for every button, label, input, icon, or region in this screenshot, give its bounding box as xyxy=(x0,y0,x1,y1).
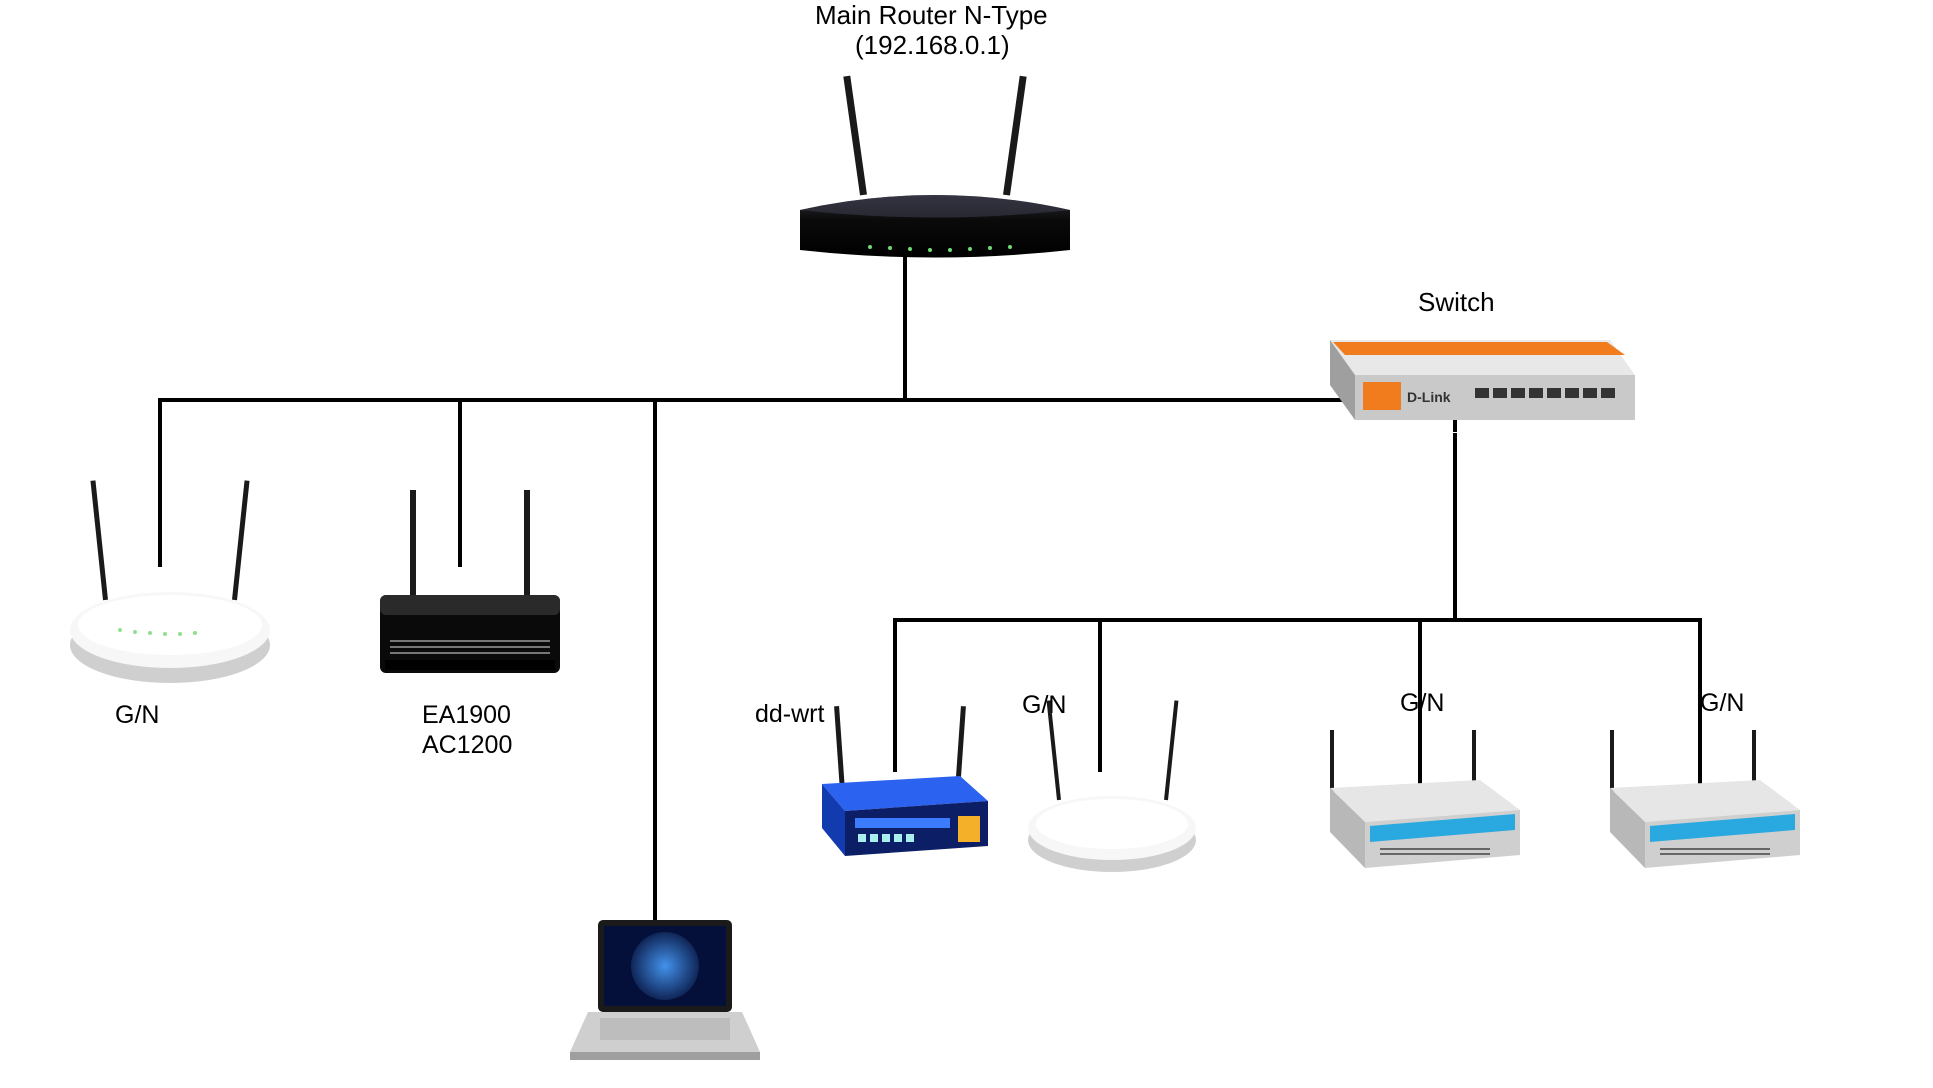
ea1900-router-icon xyxy=(365,490,575,695)
gn4-router-icon xyxy=(1600,730,1800,885)
ea1900-label-line2: AC1200 xyxy=(422,730,512,760)
main-router-label-line2: (192.168.0.1) xyxy=(855,30,1010,61)
laptop-icon xyxy=(570,920,760,1075)
svg-text:D-Link: D-Link xyxy=(1407,389,1451,405)
main-router-label-line1: Main Router N-Type xyxy=(815,0,1048,31)
main-router-icon xyxy=(790,75,1080,270)
gn3-label: G/N xyxy=(1400,688,1444,718)
gn1-label: G/N xyxy=(115,700,159,730)
switch-label: Switch xyxy=(1418,287,1495,318)
network-diagram: Main Router N-Type (192.168.0.1) xyxy=(0,0,1933,1088)
ea1900-label-line1: EA1900 xyxy=(422,700,511,730)
ddwrt-router-icon xyxy=(810,706,990,871)
gn3-router-icon xyxy=(1320,730,1520,885)
gn4-label: G/N xyxy=(1700,688,1744,718)
switch-icon: D-Link xyxy=(1305,330,1635,445)
gn1-router-icon xyxy=(65,480,275,695)
gn2-router-icon xyxy=(1025,700,1200,880)
